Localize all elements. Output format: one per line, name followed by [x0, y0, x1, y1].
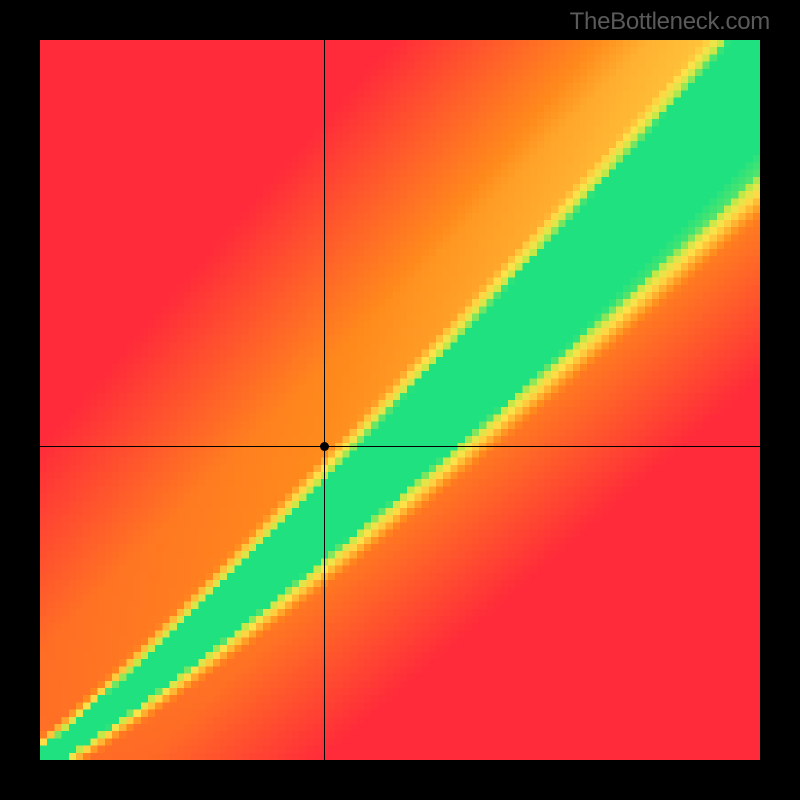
- crosshair-horizontal: [40, 446, 760, 447]
- bottleneck-heatmap: [40, 40, 760, 760]
- crosshair-vertical: [324, 40, 325, 760]
- watermark-text: TheBottleneck.com: [570, 8, 770, 36]
